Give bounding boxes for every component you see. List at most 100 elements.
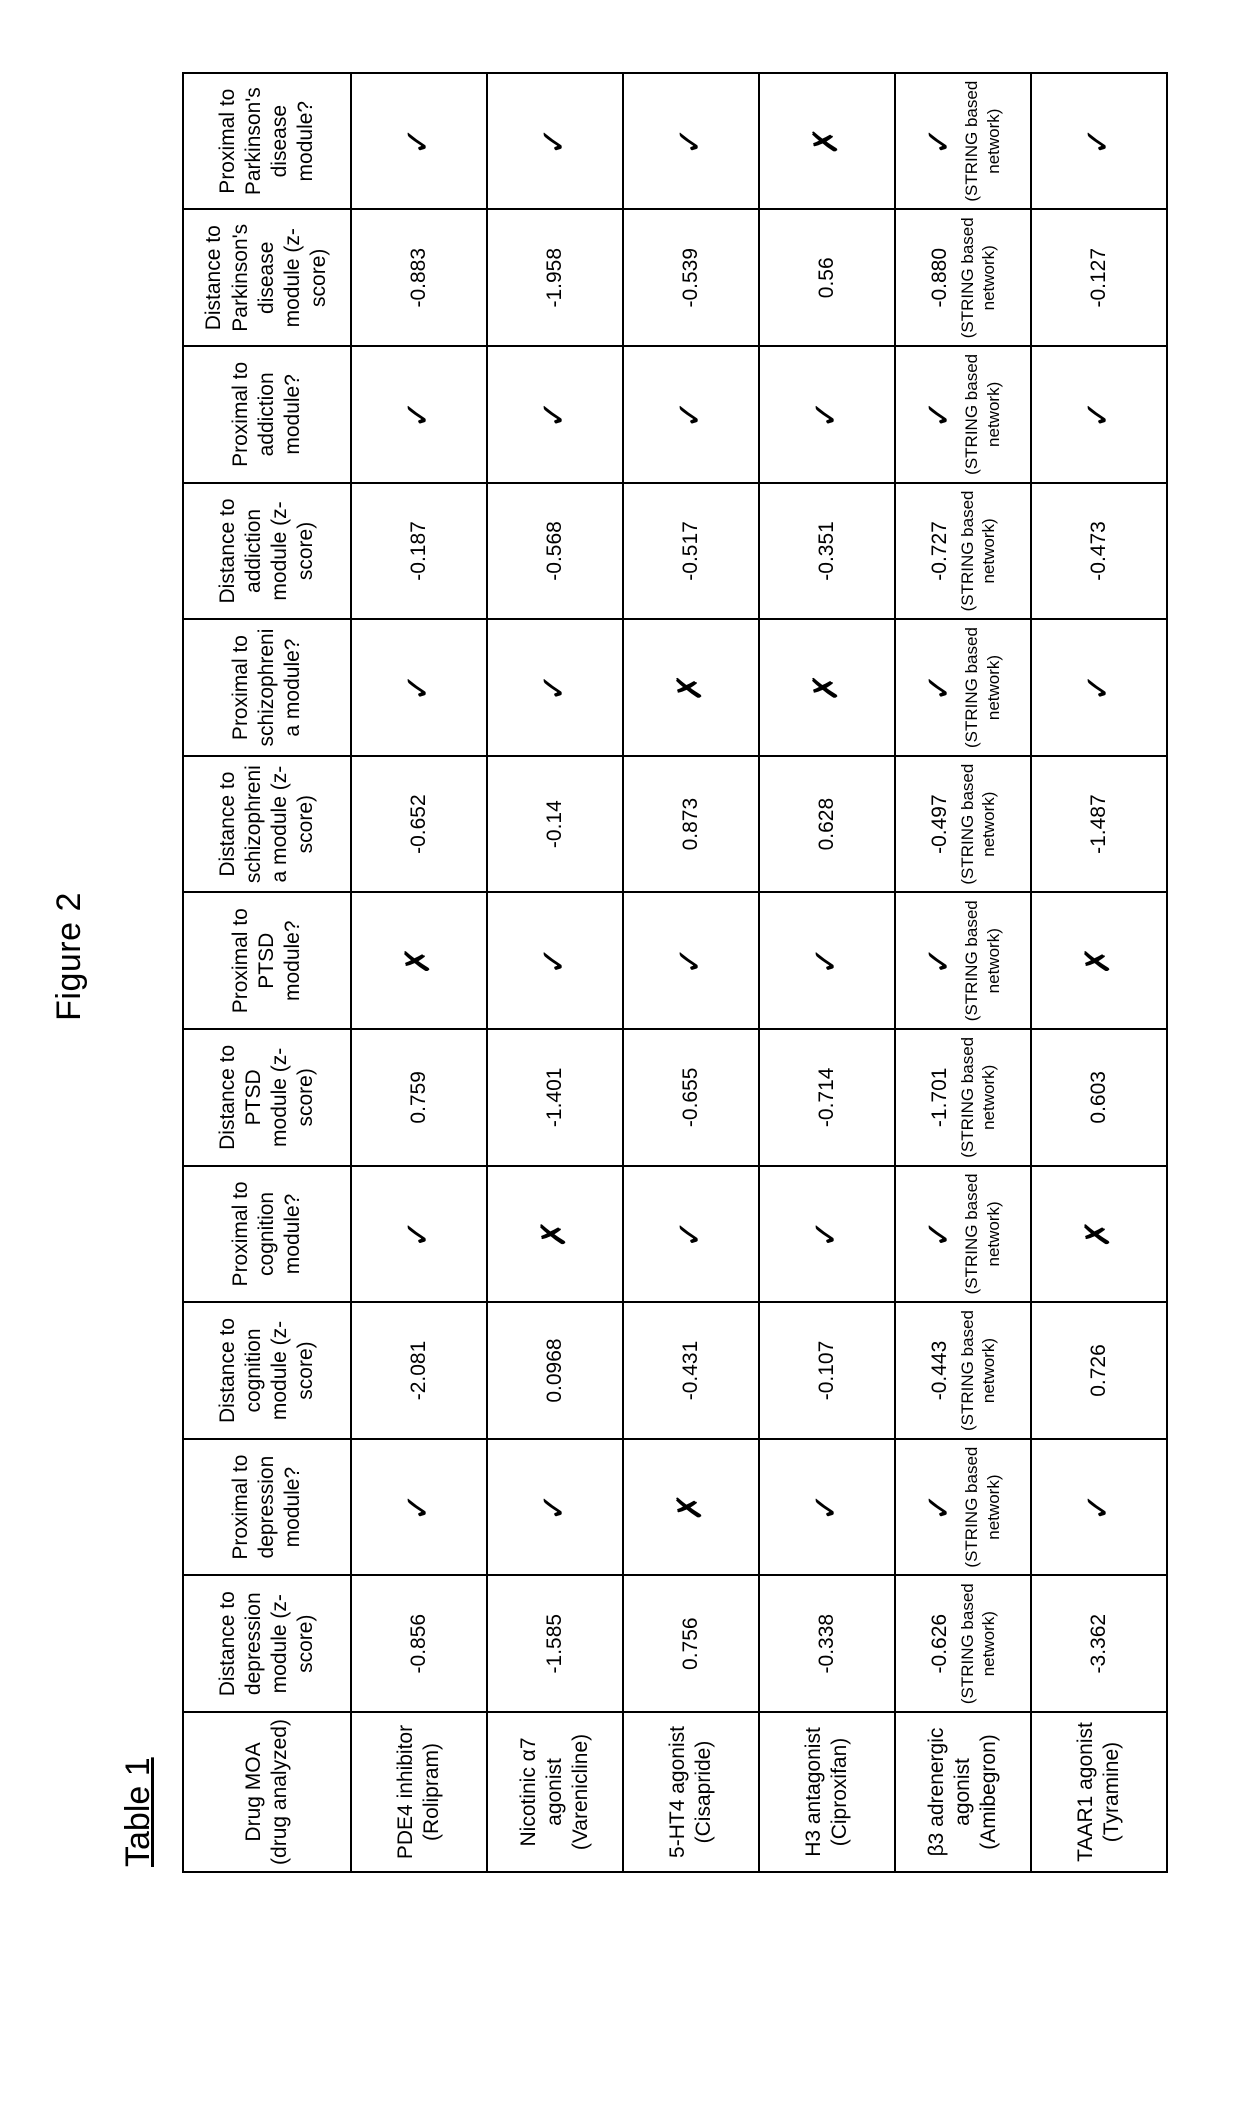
- figure-label: Figure 2: [50, 40, 89, 1873]
- value-cell: -2.081: [351, 1302, 487, 1439]
- zscore-value: 0.759: [407, 1071, 430, 1124]
- cross-icon: ✗: [671, 673, 709, 702]
- zscore-value: -0.14: [543, 800, 566, 848]
- drug-cell: Nicotinic α7 agonist (Varenicline): [487, 1712, 623, 1872]
- check-icon: ✓: [399, 1493, 437, 1522]
- column-header: Proximal to schizophrenia module?: [183, 619, 351, 756]
- column-header: Proximal to cognition module?: [183, 1166, 351, 1303]
- value-cell: -0.652: [351, 756, 487, 893]
- proximal-no-cell: ✗: [759, 619, 895, 756]
- column-header: Drug MOA (drug analyzed): [183, 1712, 351, 1872]
- zscore-value: -0.714: [815, 1068, 838, 1128]
- proximal-yes-cell: ✓: [759, 1439, 895, 1576]
- column-header: Proximal to PTSD module?: [183, 892, 351, 1029]
- column-header: Proximal to addiction module?: [183, 346, 351, 483]
- zscore-value: -1.701: [928, 1068, 951, 1128]
- drug-cell: PDE4 inhibitor (Rolipram): [351, 1712, 487, 1872]
- zscore-value: -0.652: [407, 794, 430, 854]
- proximal-yes-cell: ✓(STRING based network): [895, 619, 1031, 756]
- proximal-yes-cell: ✓: [351, 1439, 487, 1576]
- zscore-value: -0.856: [407, 1614, 430, 1674]
- value-cell: -0.431: [623, 1302, 759, 1439]
- cross-icon: ✗: [535, 1220, 573, 1249]
- check-icon: ✓: [671, 1220, 709, 1249]
- check-icon: ✓: [399, 673, 437, 702]
- table-row: H3 antagonist (Ciproxifan)-0.338✓-0.107✓…: [759, 73, 895, 1872]
- check-icon: ✓: [807, 400, 845, 429]
- zscore-value: -0.351: [815, 521, 838, 581]
- table-row: 5-HT4 agonist (Cisapride) 0.756 ✗ -0.431 ✓ -0…: [623, 73, 759, 1872]
- check-icon: ✓: [1079, 673, 1117, 702]
- data-table: Drug MOA (drug analyzed)Distance to depr…: [182, 72, 1168, 1873]
- zscore-value: -1.958: [543, 248, 566, 308]
- proximal-yes-cell: ✓: [351, 1166, 487, 1303]
- proximal-yes-cell: ✓(STRING based network): [895, 892, 1031, 1029]
- table-body: PDE4 inhibitor (Rolipram)-0.856✓-2.081✓0…: [351, 73, 1167, 1872]
- zscore-value: -0.727: [928, 521, 951, 581]
- value-cell: 0.726: [1031, 1302, 1167, 1439]
- proximal-yes-cell: ✓(STRING based network): [895, 73, 1031, 210]
- value-cell: 0.56: [759, 209, 895, 346]
- check-icon: ✓: [671, 946, 709, 975]
- value-cell: 0.0968: [487, 1302, 623, 1439]
- proximal-yes-cell: ✓: [1031, 619, 1167, 756]
- string-note: (STRING based network): [957, 216, 1000, 339]
- string-note: (STRING based network): [961, 626, 1004, 749]
- column-header: Distance to schizophrenia module (z-scor…: [183, 756, 351, 893]
- drug-cell: 5-HT4 agonist (Cisapride): [623, 1712, 759, 1872]
- value-cell: -0.714: [759, 1029, 895, 1166]
- check-icon: ✓: [920, 1220, 958, 1249]
- proximal-yes-cell: ✓(STRING based network): [895, 1166, 1031, 1303]
- column-header: Distance to addiction module (z-score): [183, 483, 351, 620]
- string-note: (STRING based network): [957, 490, 1000, 613]
- check-icon: ✓: [671, 400, 709, 429]
- string-note: (STRING based network): [957, 1036, 1000, 1159]
- value-cell: -0.473: [1031, 483, 1167, 620]
- value-cell: -0.351: [759, 483, 895, 620]
- zscore-value: -0.497: [928, 794, 951, 854]
- zscore-value: -0.127: [1087, 248, 1110, 308]
- check-icon: ✓: [920, 1493, 958, 1522]
- zscore-value: -0.626: [928, 1614, 951, 1674]
- column-header: Distance to Parkinson's disease module (…: [183, 209, 351, 346]
- cross-icon: ✗: [807, 127, 845, 156]
- check-icon: ✓: [920, 673, 958, 702]
- value-cell: -0.517: [623, 483, 759, 620]
- proximal-yes-cell: ✓: [351, 73, 487, 210]
- table-row: β3 adrenergic agonist (Amibegron)-0.626(…: [895, 73, 1031, 1872]
- zscore-value: -0.655: [679, 1068, 702, 1128]
- check-icon: ✓: [807, 1493, 845, 1522]
- zscore-value: -1.487: [1087, 794, 1110, 854]
- proximal-yes-cell: ✓: [351, 346, 487, 483]
- check-icon: ✓: [1079, 400, 1117, 429]
- proximal-yes-cell: ✓: [623, 73, 759, 210]
- value-cell: -0.568: [487, 483, 623, 620]
- zscore-value: -0.107: [815, 1341, 838, 1401]
- zscore-value: 0.0968: [543, 1338, 566, 1402]
- zscore-value: 0.873: [679, 798, 702, 851]
- proximal-yes-cell: ✓: [1031, 1439, 1167, 1576]
- check-icon: ✓: [920, 400, 958, 429]
- value-cell: 0.873: [623, 756, 759, 893]
- zscore-value: -1.585: [543, 1614, 566, 1674]
- value-cell: -0.107: [759, 1302, 895, 1439]
- proximal-yes-cell: ✓: [623, 892, 759, 1029]
- value-cell: -1.401: [487, 1029, 623, 1166]
- zscore-value: -0.187: [407, 521, 430, 581]
- check-icon: ✓: [399, 400, 437, 429]
- zscore-value: 0.756: [679, 1617, 702, 1670]
- zscore-value: -0.443: [928, 1341, 951, 1401]
- drug-cell: β3 adrenergic agonist (Amibegron): [895, 1712, 1031, 1872]
- column-header: Distance to depression module (z-score): [183, 1575, 351, 1712]
- zscore-value: -0.338: [815, 1614, 838, 1674]
- proximal-yes-cell: ✓: [759, 346, 895, 483]
- value-cell: -0.497(STRING based network): [895, 756, 1031, 893]
- column-header: Distance to PTSD module (z-score): [183, 1029, 351, 1166]
- proximal-no-cell: ✗: [351, 892, 487, 1029]
- column-header: Distance to cognition module (z-score): [183, 1302, 351, 1439]
- check-icon: ✓: [399, 1220, 437, 1249]
- proximal-yes-cell: ✓: [487, 1439, 623, 1576]
- proximal-yes-cell: ✓: [487, 346, 623, 483]
- value-cell: -0.626(STRING based network): [895, 1575, 1031, 1712]
- string-note: (STRING based network): [961, 899, 1004, 1022]
